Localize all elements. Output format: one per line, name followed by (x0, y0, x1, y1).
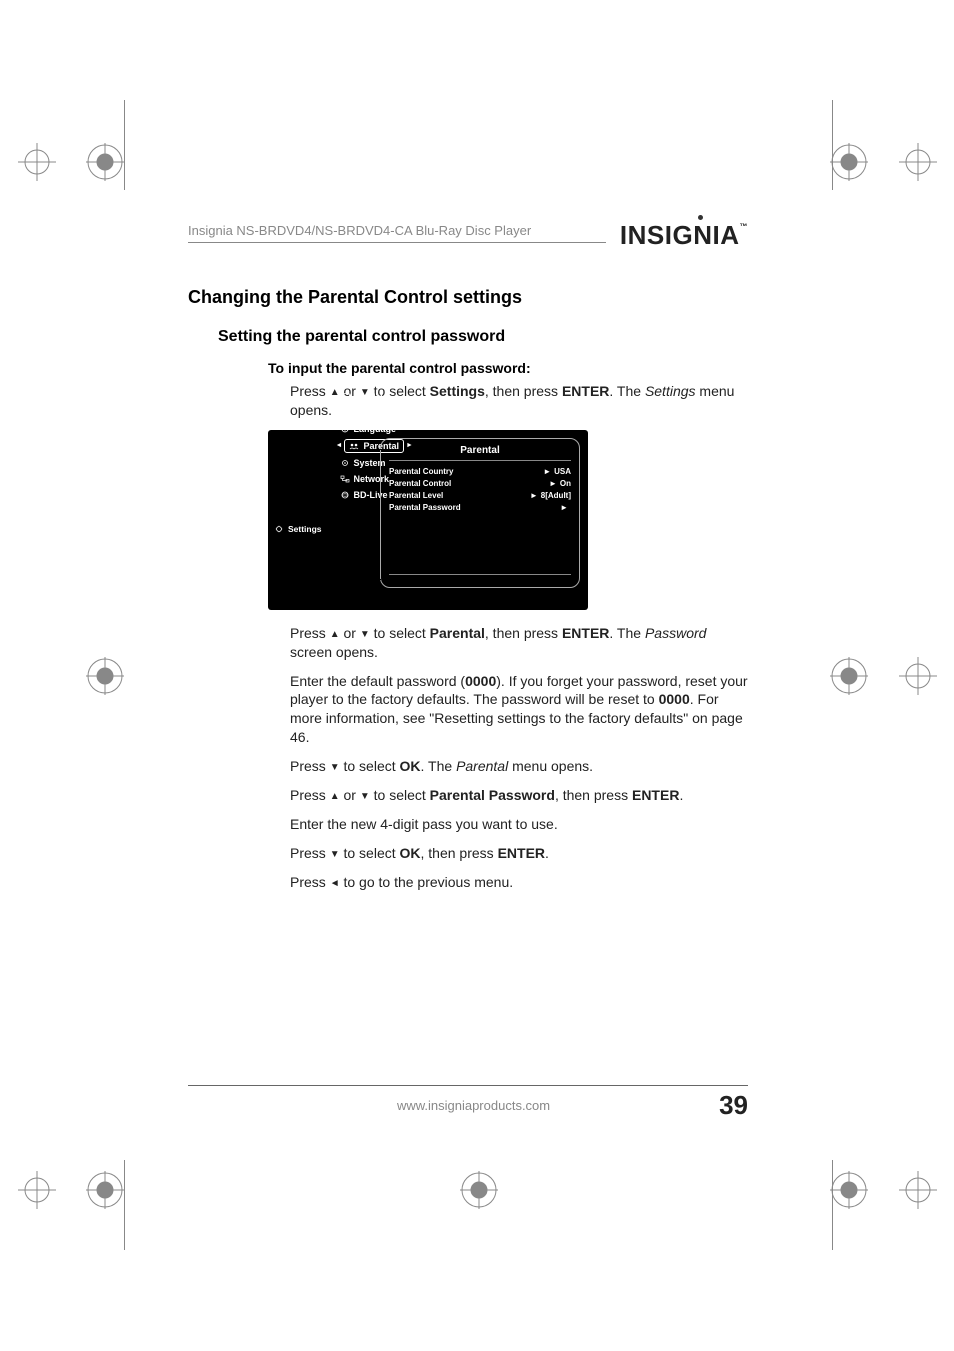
subsection-title: Setting the parental control password (218, 328, 748, 346)
task-title: To input the parental control password: (268, 360, 748, 376)
down-triangle-icon: ▼ (360, 791, 370, 802)
regmark-ml (86, 657, 124, 695)
regmark-mr (830, 657, 868, 695)
product-name: Insignia NS-BRDVD4/NS-BRDVD4-CA Blu-Ray … (188, 223, 606, 240)
osd-menu-audio: Audio (338, 407, 411, 419)
page-header: Insignia NS-BRDVD4/NS-BRDVD4-CA Blu-Ray … (188, 220, 748, 251)
regmark-br-outer (899, 1171, 937, 1209)
step-8: Press ◄ to go to the previous menu. (290, 873, 748, 892)
header-rule (188, 242, 606, 243)
trim-line (124, 100, 125, 190)
osd-row-level: Parental Level►8[Adult] (389, 491, 571, 500)
regmark-bc (460, 1171, 498, 1209)
up-triangle-icon: ▲ (330, 629, 340, 640)
regmark-br (830, 1171, 868, 1209)
osd-settings-label: Settings (274, 498, 322, 560)
regmark-tr (830, 143, 868, 181)
regmark-tr-outer (899, 143, 937, 181)
step-5: Press ▲ or ▼ to select Parental Password… (290, 786, 748, 805)
down-triangle-icon: ▼ (330, 762, 340, 773)
regmark-mr-outer (899, 657, 937, 695)
left-triangle-icon: ◄ (330, 878, 340, 889)
step-4: Press ▼ to select OK. The Parental menu … (290, 757, 748, 776)
section-title: Changing the Parental Control settings (188, 287, 748, 308)
step-6: Enter the new 4-digit pass you want to u… (290, 815, 748, 834)
down-triangle-icon: ▼ (360, 629, 370, 640)
step-2: Press ▲ or ▼ to select Parental, then pr… (290, 624, 748, 662)
page-content: Insignia NS-BRDVD4/NS-BRDVD4-CA Blu-Ray … (188, 220, 748, 902)
step-7: Press ▼ to select OK, then press ENTER. (290, 844, 748, 863)
regmark-bl-outer (18, 1171, 56, 1209)
osd-menu-display: Display (338, 391, 411, 403)
osd-left-column: Settings Display Audio Language ◄ Parent… (268, 430, 376, 610)
trim-line (124, 1160, 125, 1250)
osd-screenshot: Settings Display Audio Language ◄ Parent… (268, 430, 588, 610)
step-3: Enter the default password (0000). If yo… (290, 672, 748, 748)
trim-line (832, 1160, 833, 1250)
up-triangle-icon: ▲ (330, 791, 340, 802)
regmark-tl-outer (18, 143, 56, 181)
brand-logo: INSIGNIA™ (620, 220, 748, 251)
down-triangle-icon: ▼ (330, 849, 340, 860)
footer-url: www.insigniaproducts.com (228, 1098, 719, 1113)
regmark-bl (86, 1171, 124, 1209)
osd-row-control: Parental Control►On (389, 479, 571, 488)
osd-panel-title: Parental (389, 445, 571, 461)
trim-line (832, 100, 833, 190)
osd-row-country: Parental Country►USA (389, 467, 571, 476)
osd-right-panel: Parental Parental Country►USA Parental C… (376, 430, 588, 610)
page-number: 39 (719, 1090, 748, 1121)
page-footer: www.insigniaproducts.com 39 (188, 1085, 748, 1121)
regmark-tl (86, 143, 124, 181)
osd-row-password: Parental Password► (389, 503, 571, 512)
